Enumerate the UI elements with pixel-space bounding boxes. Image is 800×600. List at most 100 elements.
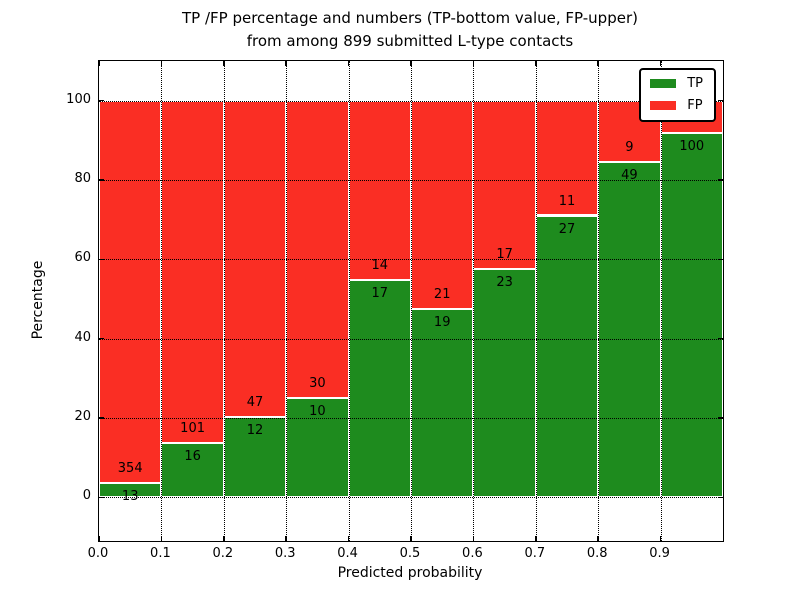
y-tick-mark-right — [718, 337, 723, 340]
y-tick-label: 40 — [74, 329, 91, 345]
x-tick-mark — [98, 536, 100, 541]
x-tick-mark — [597, 536, 599, 541]
fp-count-label: 21 — [433, 286, 451, 302]
tp-bar-segment — [535, 215, 599, 498]
chart-title: TP /FP percentage and numbers (TP-bottom… — [98, 7, 722, 53]
tp-count-label: 10 — [309, 404, 326, 420]
legend-label-tp: TP — [687, 76, 703, 91]
fp-count-label: 11 — [558, 193, 576, 209]
plot-area: TP FP 354 13 101 16 47 12 30 10 14 17 21 19 17 23 11 27… — [98, 60, 724, 542]
x-tick-label: 0.4 — [337, 546, 358, 561]
x-tick-mark-top — [597, 61, 599, 66]
fp-bar-segment — [348, 100, 411, 280]
y-tick-mark-right — [718, 99, 723, 102]
tp-count-label: 49 — [621, 168, 638, 184]
legend-item-tp: TP — [650, 77, 703, 90]
legend-item-fp: FP — [650, 99, 703, 112]
x-tick-label: 0.1 — [150, 546, 171, 561]
y-axis-label: Percentage — [30, 260, 46, 340]
fp-swatch — [650, 101, 677, 110]
tp-count-label: 13 — [121, 489, 139, 505]
fp-bar-segment — [473, 100, 536, 270]
fp-bar-segment — [99, 100, 162, 484]
legend: TP FP — [639, 68, 716, 122]
x-tick-mark — [659, 536, 662, 541]
fp-count-label: 47 — [246, 394, 264, 410]
y-tick-label: 100 — [66, 91, 91, 107]
tp-bar-segment — [411, 308, 474, 498]
x-axis-label: Predicted probability — [337, 565, 483, 581]
tp-bar-segment — [660, 133, 723, 498]
fp-bar-segment — [161, 100, 224, 444]
chart-title-line2: from among 899 submitted L-type contacts — [246, 32, 574, 50]
x-tick-mark-top — [535, 61, 537, 66]
v-gridline — [223, 61, 225, 541]
fp-count-label: 30 — [309, 376, 326, 392]
x-tick-mark — [160, 536, 163, 541]
v-gridline — [161, 61, 163, 541]
fp-count-label: 14 — [371, 257, 389, 273]
fp-count-label: 354 — [117, 461, 143, 477]
x-tick-mark — [285, 536, 287, 541]
fp-bar-segment — [286, 100, 349, 399]
v-gridline — [535, 61, 537, 541]
y-tick-label: 0 — [82, 488, 91, 504]
y-tick-mark-right — [718, 417, 723, 419]
x-tick-mark — [223, 536, 225, 541]
tp-bar-segment — [223, 416, 287, 498]
x-tick-mark — [410, 536, 412, 541]
y-tick-mark — [99, 258, 104, 261]
y-tick-mark — [99, 99, 104, 102]
x-tick-mark-top — [223, 61, 225, 66]
v-gridline — [598, 61, 600, 541]
tp-bar-segment — [348, 279, 411, 498]
tp-count-label: 16 — [184, 449, 201, 465]
x-tick-label: 0.9 — [649, 546, 670, 561]
tp-count-label: 17 — [371, 285, 389, 301]
fp-bar-segment — [411, 100, 474, 309]
x-tick-mark — [472, 536, 475, 541]
v-gridline — [411, 61, 412, 541]
tp-swatch — [650, 79, 677, 88]
y-tick-mark — [99, 179, 104, 181]
x-tick-mark-top — [472, 61, 475, 66]
y-tick-mark-right — [718, 258, 723, 261]
fp-count-label: 9 — [625, 140, 634, 156]
x-tick-label: 0.6 — [462, 546, 483, 561]
legend-label-fp: FP — [687, 98, 703, 113]
fp-bar-segment — [223, 100, 287, 417]
x-tick-mark-top — [347, 61, 350, 66]
tp-bar-segment — [598, 162, 661, 498]
tp-count-label: 100 — [679, 139, 705, 155]
tp-bar-segment — [161, 443, 224, 498]
y-tick-label: 60 — [74, 250, 91, 266]
x-tick-label: 0.8 — [586, 546, 608, 561]
chart-title-line1: TP /FP percentage and numbers (TP-bottom… — [182, 9, 638, 27]
y-tick-label: 20 — [74, 409, 91, 425]
tp-bar-segment — [99, 483, 162, 498]
y-tick-mark-right — [718, 496, 723, 499]
y-tick-mark — [99, 337, 104, 340]
fp-count-label: 101 — [180, 421, 205, 437]
v-gridline — [660, 61, 662, 541]
x-tick-mark-top — [285, 61, 287, 66]
tp-count-label: 27 — [558, 221, 576, 237]
tp-count-label: 19 — [433, 314, 451, 330]
x-tick-mark — [535, 536, 537, 541]
v-gridline — [473, 61, 475, 541]
x-tick-label: 0.7 — [524, 546, 546, 561]
v-gridline — [348, 61, 350, 541]
fp-count-label: 17 — [496, 247, 513, 263]
v-gridline — [286, 61, 288, 541]
x-tick-mark-top — [410, 61, 412, 66]
y-tick-mark-right — [718, 179, 723, 181]
x-tick-label: 0.0 — [87, 546, 109, 561]
tp-count-label: 12 — [246, 422, 264, 438]
tp-bar-segment — [473, 269, 536, 498]
y-tick-label: 80 — [74, 171, 91, 186]
x-tick-label: 0.3 — [274, 546, 296, 561]
x-tick-mark-top — [160, 61, 163, 66]
x-tick-label: 0.5 — [399, 546, 421, 561]
y-tick-mark — [99, 417, 104, 419]
